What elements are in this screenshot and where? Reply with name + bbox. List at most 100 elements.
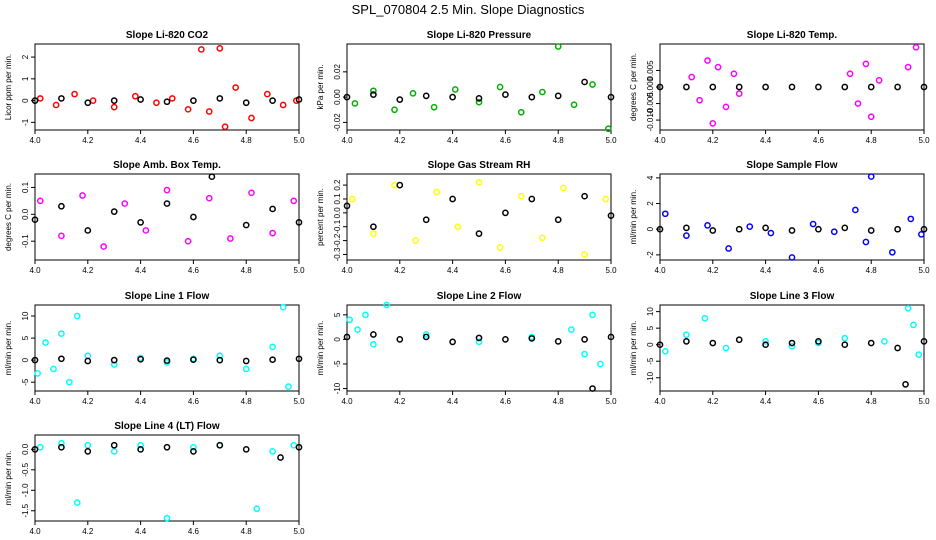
- data-point: [449, 338, 456, 346]
- x-tick-label: 4.2: [82, 397, 94, 406]
- data-point: [704, 57, 711, 64]
- y-tick-label: -0.005: [646, 92, 655, 115]
- panel-title: Slope Line 4 (LT) Flow: [114, 421, 220, 432]
- data-point: [709, 227, 717, 234]
- data-point: [894, 344, 901, 352]
- data-point: [841, 83, 849, 91]
- x-tick-label: 5.0: [293, 397, 305, 406]
- data-point: [688, 73, 696, 81]
- y-tick-label: 0.0: [333, 207, 342, 219]
- data-point: [904, 304, 912, 312]
- data-point: [269, 343, 276, 351]
- data-point: [269, 229, 276, 237]
- x-tick-label: 4.0: [29, 136, 41, 145]
- data-point: [656, 83, 664, 91]
- data-point: [854, 100, 862, 107]
- plot-frame: [346, 173, 612, 261]
- data-point: [422, 92, 430, 100]
- data-point: [370, 87, 377, 95]
- data-point: [295, 443, 303, 451]
- y-tick-label: 0: [333, 337, 342, 342]
- y-tick-label: -5: [21, 378, 30, 386]
- panel-title: Slope Li-820 Temp.: [747, 30, 838, 41]
- data-point: [137, 355, 144, 363]
- data-point: [907, 215, 915, 223]
- data-point: [589, 81, 596, 88]
- x-tick-label: 4.2: [394, 397, 406, 406]
- data-point: [918, 230, 925, 238]
- data-point: [242, 357, 250, 365]
- data-point: [902, 381, 909, 388]
- data-point: [568, 326, 575, 333]
- data-point: [746, 223, 754, 230]
- data-point: [433, 188, 441, 196]
- y-tick-label: -1: [21, 118, 30, 126]
- y-tick-label: 10: [21, 311, 30, 320]
- x-tick-label: 4.8: [241, 397, 253, 406]
- data-point: [216, 95, 224, 102]
- data-point: [137, 96, 144, 103]
- chart-panel-1: Slope Li-820 CO2 4.0 4.2 4.4 4.6 4.8 5.0 -1 0 1 2 L…: [4, 30, 305, 145]
- data-point: [110, 208, 118, 215]
- data-point: [190, 97, 197, 104]
- data-point: [589, 385, 596, 392]
- data-point: [560, 184, 567, 192]
- data-point: [34, 370, 41, 377]
- data-point: [683, 338, 690, 345]
- data-point: [362, 311, 369, 319]
- x-tick-label: 4.6: [813, 397, 825, 406]
- x-tick-label: 4.2: [82, 527, 94, 536]
- data-point: [581, 350, 588, 358]
- data-point: [343, 333, 351, 341]
- data-point: [722, 344, 730, 352]
- x-tick-label: 4.6: [188, 397, 200, 406]
- data-point: [42, 339, 49, 346]
- data-point: [269, 205, 276, 213]
- data-point: [58, 202, 65, 210]
- data-point: [248, 114, 255, 122]
- x-tick-label: 4.8: [553, 266, 565, 275]
- y-tick-label: -10: [646, 371, 655, 383]
- data-point: [422, 216, 430, 224]
- data-point: [528, 335, 536, 342]
- y-tick-label: 2: [646, 201, 655, 206]
- data-point: [815, 83, 822, 91]
- data-point: [71, 90, 78, 98]
- data-point: [248, 189, 255, 197]
- data-point: [354, 326, 361, 333]
- data-point: [449, 195, 456, 203]
- data-point: [451, 86, 459, 93]
- x-tick-label: 4.6: [188, 266, 200, 275]
- x-tick-label: 4.4: [447, 266, 459, 275]
- data-point: [475, 178, 483, 186]
- x-tick-label: 4.4: [760, 266, 772, 275]
- data-point: [58, 443, 65, 451]
- data-point: [269, 448, 276, 455]
- data-point: [31, 216, 39, 224]
- panel-title: Slope Line 1 Flow: [125, 291, 210, 302]
- x-tick-label: 4.8: [241, 266, 253, 275]
- panel-title: Slope Gas Stream RH: [428, 160, 531, 171]
- data-point: [502, 209, 509, 217]
- x-tick-label: 4.6: [500, 266, 512, 275]
- data-point: [841, 334, 849, 342]
- data-point: [391, 181, 398, 189]
- chart-panel-9: Slope Line 3 Flow 4.0 4.2 4.4 4.6 4.8 5.0 -10 -5…: [629, 291, 930, 406]
- data-point: [875, 77, 883, 84]
- x-tick-label: 5.0: [918, 397, 930, 406]
- data-point: [184, 237, 192, 245]
- y-tick-label: 0.1: [333, 193, 342, 205]
- data-point: [788, 339, 796, 347]
- data-point: [269, 97, 276, 104]
- y-tick-label: -0.02: [333, 113, 342, 132]
- data-point: [110, 103, 118, 111]
- panel-title: Slope Li-820 Pressure: [427, 30, 532, 41]
- data-point: [762, 341, 769, 349]
- data-point: [517, 192, 525, 200]
- data-point: [370, 230, 377, 237]
- chart-panel-6: Slope Sample Flow 4.0 4.2 4.4 4.6 4.8 5.0 -2 0 2 4…: [629, 160, 930, 275]
- data-point: [121, 200, 129, 207]
- x-tick-label: 4.2: [82, 136, 94, 145]
- data-point: [528, 93, 536, 101]
- data-point: [841, 341, 849, 349]
